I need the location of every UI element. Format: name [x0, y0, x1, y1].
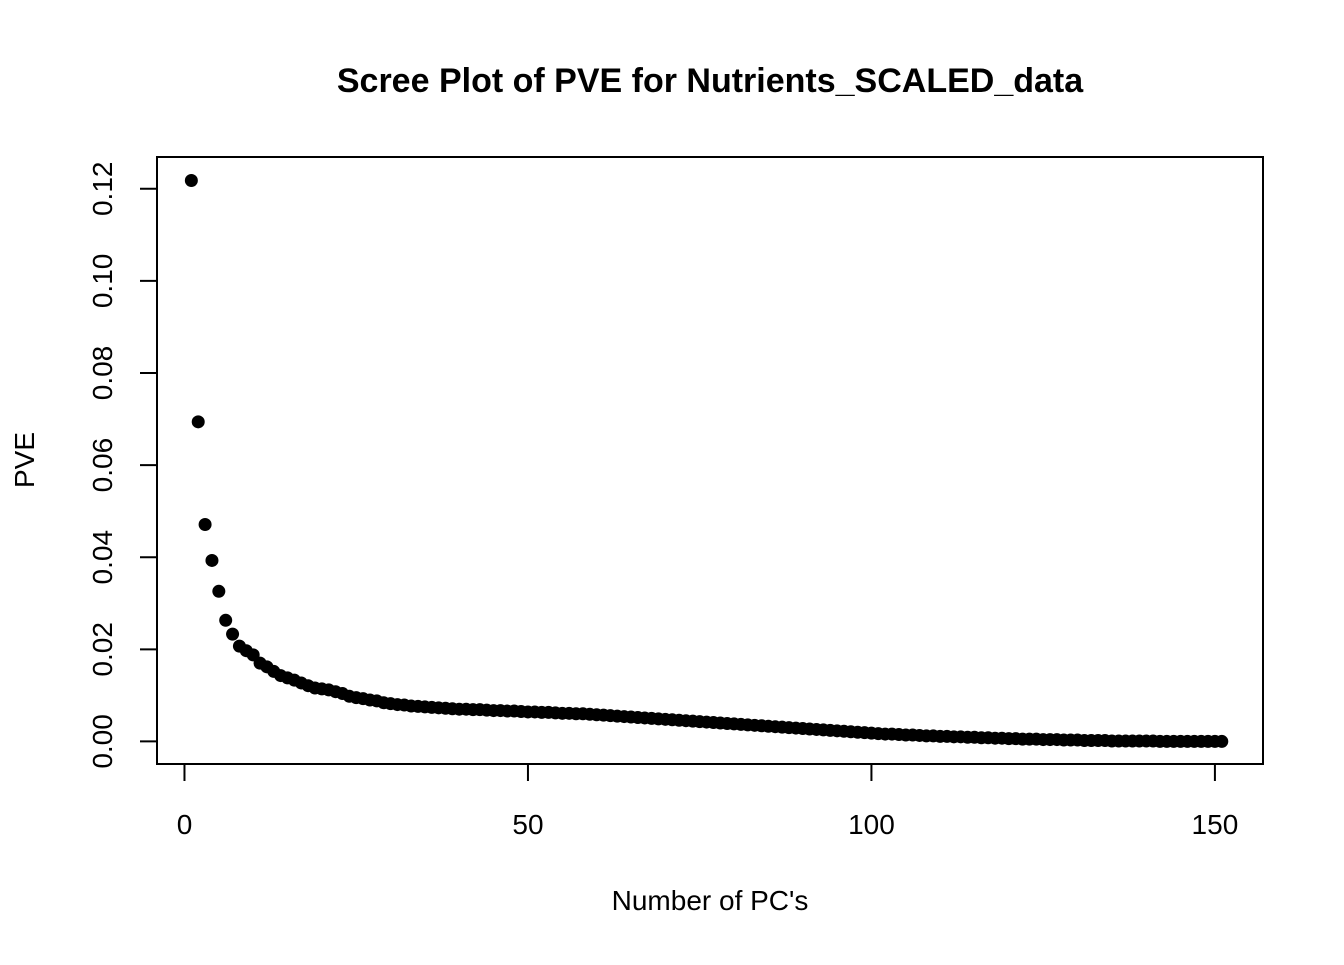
x-tick-label: 50: [512, 809, 543, 840]
y-tick-label: 0.00: [87, 714, 118, 769]
x-tick-label: 0: [177, 809, 193, 840]
y-tick-label: 0.08: [87, 346, 118, 401]
data-point: [191, 415, 205, 429]
y-axis: 0.00 0.02 0.04 0.06 0.08 0.10 0.12: [87, 162, 158, 769]
y-axis-label: PVE: [9, 432, 40, 488]
y-tick-label: 0.04: [87, 530, 118, 585]
x-tick-label: 100: [848, 809, 895, 840]
data-points: [184, 173, 1229, 748]
x-tick-label: 150: [1192, 809, 1239, 840]
data-point: [219, 613, 233, 627]
x-axis: 0 50 100 150: [177, 763, 1239, 840]
y-tick-label: 0.12: [87, 162, 118, 217]
data-point: [205, 553, 219, 567]
chart-title: Scree Plot of PVE for Nutrients_SCALED_d…: [337, 62, 1084, 100]
data-point: [184, 173, 198, 187]
data-point: [198, 518, 212, 532]
y-tick-label: 0.02: [87, 622, 118, 677]
data-point: [212, 584, 226, 598]
y-tick-label: 0.10: [87, 254, 118, 309]
x-axis-label: Number of PC's: [612, 885, 809, 916]
data-point: [226, 627, 240, 641]
plot-frame: [156, 156, 1264, 765]
data-point: [1215, 734, 1229, 748]
y-tick-label: 0.06: [87, 438, 118, 493]
